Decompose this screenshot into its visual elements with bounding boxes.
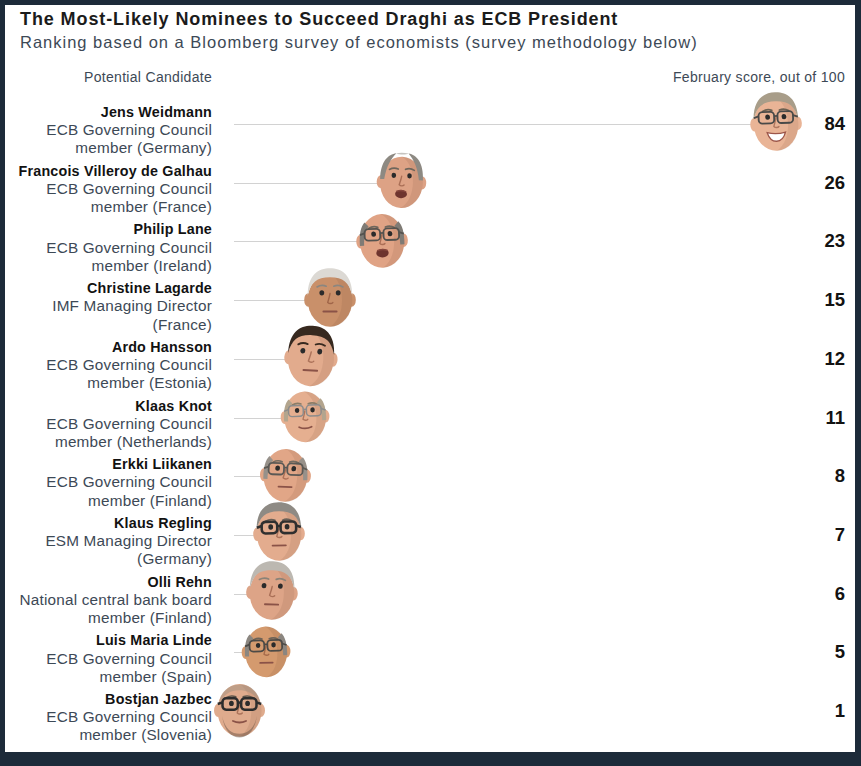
candidate-label: Jens WeidmannECB Governing Councilmember… — [46, 103, 212, 158]
candidate-description: National central bank board — [20, 591, 212, 609]
candidate-description: ECB Governing Council — [46, 239, 212, 257]
candidate-description: ECB Governing Council — [46, 473, 212, 491]
score-value: 26 — [824, 172, 845, 194]
candidate-name: Philip Lane — [46, 220, 212, 238]
score-value: 12 — [824, 348, 845, 370]
candidate-name: Francois Villeroy de Galhau — [19, 162, 212, 180]
chart-title: The Most-Likely Nominees to Succeed Drag… — [20, 9, 618, 30]
candidate-description: ESM Managing Director — [45, 532, 212, 550]
candidate-label: Ardo HanssonECB Governing Councilmember … — [46, 338, 212, 393]
score-value: 84 — [824, 113, 845, 135]
score-value: 7 — [835, 524, 845, 546]
candidate-name: Jens Weidmann — [46, 103, 212, 121]
candidate-label: Klaus ReglingESM Managing Director(Germa… — [45, 514, 212, 569]
candidate-label: Francois Villeroy de GalhauECB Governing… — [19, 162, 212, 217]
candidate-name: Ardo Hansson — [46, 338, 212, 356]
candidate-name: Bostjan Jazbec — [46, 690, 212, 708]
column-header-candidate: Potential Candidate — [84, 69, 212, 85]
chart-frame: The Most-Likely Nominees to Succeed Drag… — [0, 0, 861, 766]
candidate-description: ECB Governing Council — [19, 180, 212, 198]
candidate-description: member (Finland) — [20, 609, 212, 627]
candidate-description: member (Finland) — [46, 492, 212, 510]
candidate-label: Philip LaneECB Governing Councilmember (… — [46, 220, 212, 275]
candidate-name: Erkki Liikanen — [46, 455, 212, 473]
score-value: 5 — [835, 641, 845, 663]
candidate-description: member (France) — [19, 198, 212, 216]
candidate-label: Christine LagardeIMF Managing Director(F… — [52, 279, 212, 334]
candidate-description: member (Ireland) — [46, 257, 212, 275]
score-value: 6 — [835, 583, 845, 605]
candidate-description: (Germany) — [45, 550, 212, 568]
candidate-description: member (Slovenia) — [46, 726, 212, 744]
score-value: 23 — [824, 230, 845, 252]
candidate-description: ECB Governing Council — [46, 121, 212, 139]
score-value: 1 — [835, 700, 845, 722]
candidate-name: Luis Maria Linde — [46, 631, 212, 649]
score-value: 8 — [835, 465, 845, 487]
chart-subtitle: Ranking based on a Bloomberg survey of e… — [20, 33, 698, 52]
candidate-description: member (Spain) — [46, 668, 212, 686]
candidate-name: Olli Rehn — [20, 573, 212, 591]
candidate-description: ECB Governing Council — [46, 356, 212, 374]
candidate-description: ECB Governing Council — [46, 650, 212, 668]
candidate-description: member (Estonia) — [46, 374, 212, 392]
candidate-description: IMF Managing Director — [52, 297, 212, 315]
candidate-description: member (Netherlands) — [46, 433, 212, 451]
candidate-description: member (Germany) — [46, 139, 212, 157]
candidate-description: ECB Governing Council — [46, 415, 212, 433]
candidate-label: Olli RehnNational central bank boardmemb… — [20, 573, 212, 628]
candidate-name: Klaas Knot — [46, 397, 212, 415]
score-value: 15 — [824, 289, 845, 311]
candidate-label: Klaas KnotECB Governing Councilmember (N… — [46, 397, 212, 452]
score-value: 11 — [825, 407, 845, 429]
candidate-name: Christine Lagarde — [52, 279, 212, 297]
candidate-label: Erkki LiikanenECB Governing Councilmembe… — [46, 455, 212, 510]
candidate-label: Bostjan JazbecECB Governing Councilmembe… — [46, 690, 212, 745]
connector-line — [234, 124, 776, 125]
candidate-photo — [206, 670, 273, 748]
candidate-photo — [742, 83, 810, 162]
candidate-description: ECB Governing Council — [46, 708, 212, 726]
candidate-name: Klaus Regling — [45, 514, 212, 532]
candidate-label: Luis Maria LindeECB Governing Councilmem… — [46, 631, 212, 686]
candidate-description: (France) — [52, 316, 212, 334]
chart-canvas: The Most-Likely Nominees to Succeed Drag… — [5, 5, 855, 752]
